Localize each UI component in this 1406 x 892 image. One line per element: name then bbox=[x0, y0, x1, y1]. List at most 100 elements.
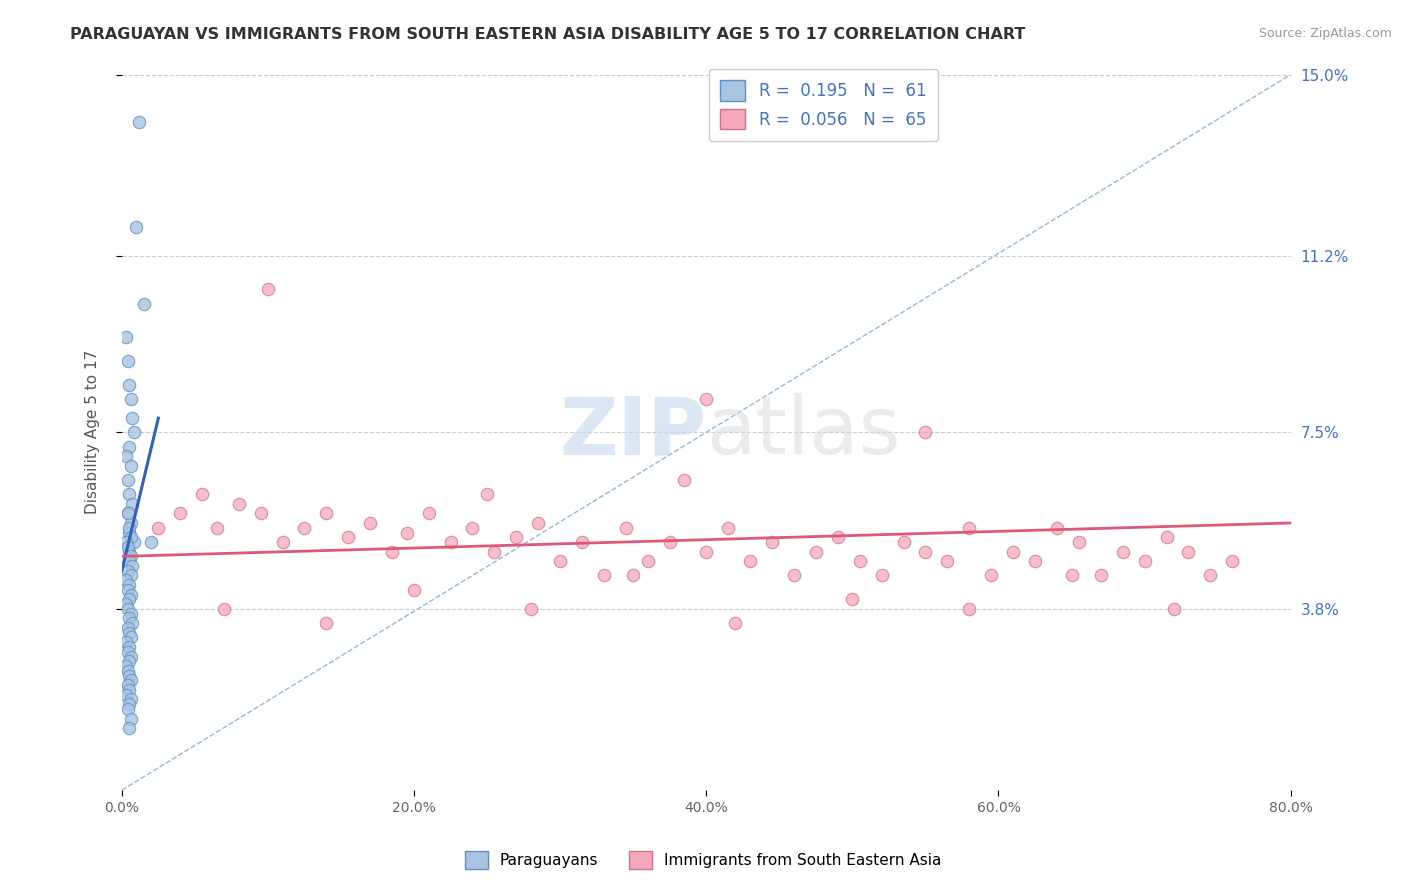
Point bbox=[118, 592, 141, 607]
Point bbox=[122, 425, 145, 440]
Legend: R =  0.195   N =  61, R =  0.056   N =  65: R = 0.195 N = 61, R = 0.056 N = 65 bbox=[709, 69, 938, 141]
Point bbox=[484, 544, 506, 558]
Point bbox=[695, 544, 717, 558]
Point bbox=[418, 507, 440, 521]
Point bbox=[936, 554, 959, 568]
Point bbox=[118, 521, 141, 535]
Point bbox=[249, 507, 271, 521]
Point bbox=[395, 525, 418, 540]
Point bbox=[1060, 568, 1083, 582]
Text: atlas: atlas bbox=[706, 393, 901, 471]
Point bbox=[1067, 535, 1090, 549]
Point bbox=[527, 516, 550, 530]
Point bbox=[117, 540, 139, 554]
Point bbox=[205, 521, 228, 535]
Point bbox=[117, 664, 139, 678]
Point bbox=[115, 688, 138, 702]
Point bbox=[695, 392, 717, 406]
Point bbox=[148, 521, 170, 535]
Point bbox=[120, 458, 142, 473]
Point bbox=[957, 521, 980, 535]
Point bbox=[271, 535, 294, 549]
Point bbox=[120, 588, 142, 602]
Point bbox=[337, 530, 360, 544]
Point bbox=[740, 554, 762, 568]
Point bbox=[118, 487, 141, 501]
Legend: Paraguayans, Immigrants from South Eastern Asia: Paraguayans, Immigrants from South Easte… bbox=[458, 845, 948, 875]
Point bbox=[548, 554, 571, 568]
Point bbox=[117, 507, 139, 521]
Point bbox=[841, 592, 863, 607]
Point bbox=[1163, 602, 1185, 616]
Point bbox=[212, 602, 235, 616]
Text: Source: ZipAtlas.com: Source: ZipAtlas.com bbox=[1258, 27, 1392, 40]
Point bbox=[117, 602, 139, 616]
Point bbox=[1177, 544, 1199, 558]
Point bbox=[120, 530, 142, 544]
Point bbox=[1090, 568, 1112, 582]
Point bbox=[125, 220, 148, 235]
Point bbox=[118, 440, 141, 454]
Point bbox=[117, 678, 139, 692]
Point bbox=[117, 507, 139, 521]
Point bbox=[128, 115, 150, 129]
Point bbox=[461, 521, 484, 535]
Point bbox=[505, 530, 527, 544]
Point bbox=[120, 607, 142, 621]
Point bbox=[120, 673, 142, 688]
Point bbox=[359, 516, 381, 530]
Point bbox=[139, 535, 162, 549]
Point bbox=[848, 554, 870, 568]
Point bbox=[118, 682, 141, 697]
Point bbox=[132, 296, 155, 310]
Point bbox=[228, 497, 250, 511]
Point bbox=[1002, 544, 1025, 558]
Point bbox=[475, 487, 498, 501]
Point bbox=[115, 659, 138, 673]
Point bbox=[827, 530, 849, 544]
Point bbox=[120, 549, 142, 564]
Point bbox=[121, 616, 143, 631]
Point bbox=[120, 692, 142, 706]
Point bbox=[673, 473, 696, 487]
Point bbox=[118, 721, 141, 735]
Point bbox=[117, 582, 139, 597]
Point bbox=[957, 602, 980, 616]
Text: ZIP: ZIP bbox=[560, 393, 706, 471]
Point bbox=[439, 535, 461, 549]
Point bbox=[621, 568, 644, 582]
Point bbox=[783, 568, 806, 582]
Point bbox=[122, 535, 145, 549]
Point bbox=[120, 712, 142, 726]
Text: PARAGUAYAN VS IMMIGRANTS FROM SOUTH EASTERN ASIA DISABILITY AGE 5 TO 17 CORRELAT: PARAGUAYAN VS IMMIGRANTS FROM SOUTH EAST… bbox=[70, 27, 1025, 42]
Point bbox=[614, 521, 637, 535]
Point bbox=[117, 473, 139, 487]
Point bbox=[1199, 568, 1222, 582]
Point bbox=[1156, 530, 1178, 544]
Y-axis label: Disability Age 5 to 17: Disability Age 5 to 17 bbox=[86, 351, 100, 515]
Point bbox=[118, 625, 141, 640]
Point bbox=[870, 568, 893, 582]
Point bbox=[115, 573, 138, 587]
Point bbox=[118, 654, 141, 668]
Point bbox=[115, 535, 138, 549]
Point bbox=[1024, 554, 1046, 568]
Point bbox=[117, 353, 139, 368]
Point bbox=[191, 487, 214, 501]
Point bbox=[120, 392, 142, 406]
Point bbox=[914, 544, 936, 558]
Point bbox=[117, 564, 139, 578]
Point bbox=[315, 616, 337, 631]
Point bbox=[804, 544, 827, 558]
Point bbox=[121, 497, 143, 511]
Point bbox=[120, 631, 142, 645]
Point bbox=[120, 649, 142, 664]
Point bbox=[115, 330, 138, 344]
Point bbox=[637, 554, 659, 568]
Point bbox=[120, 568, 142, 582]
Point bbox=[402, 582, 425, 597]
Point bbox=[1133, 554, 1156, 568]
Point bbox=[118, 698, 141, 712]
Point bbox=[118, 554, 141, 568]
Point bbox=[520, 602, 543, 616]
